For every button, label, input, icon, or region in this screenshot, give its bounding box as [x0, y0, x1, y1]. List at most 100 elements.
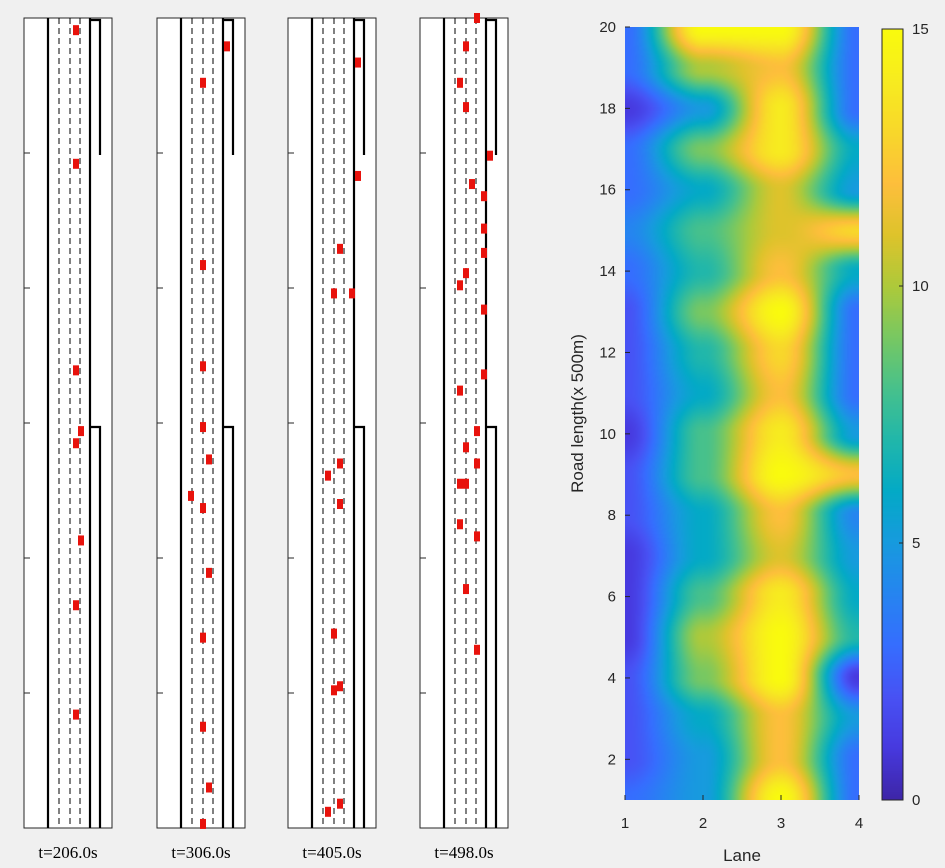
heatmap-x-axis-label: Lane	[723, 846, 761, 865]
vehicle-marker	[78, 426, 84, 437]
vehicle-marker	[463, 41, 469, 52]
vehicle-marker	[463, 442, 469, 453]
panel-time-label: t=498.0s	[434, 843, 493, 862]
vehicle-marker	[331, 685, 337, 696]
vehicle-marker	[481, 223, 487, 234]
vehicle-marker	[481, 304, 487, 315]
lane-panel: t=206.0s	[23, 17, 113, 862]
vehicle-marker	[355, 170, 361, 181]
vehicle-marker	[469, 179, 475, 190]
vehicle-marker	[337, 681, 343, 692]
vehicle-marker	[73, 365, 79, 376]
colorbar-tick-label: 5	[912, 535, 920, 552]
vehicle-marker	[206, 782, 212, 793]
vehicle-marker	[474, 531, 480, 542]
vehicle-marker	[331, 628, 337, 639]
vehicle-marker	[325, 806, 331, 817]
y-tick-label: 6	[608, 589, 616, 606]
colorbar-tick-label: 0	[912, 792, 920, 809]
vehicle-marker	[73, 709, 79, 720]
vehicle-marker	[474, 426, 480, 437]
colorbar-image	[882, 29, 903, 800]
vehicle-marker	[325, 470, 331, 481]
vehicle-marker	[474, 644, 480, 655]
vehicle-marker	[206, 567, 212, 578]
vehicle-marker	[487, 150, 493, 161]
vehicle-marker	[337, 499, 343, 509]
heatmap-image	[625, 27, 859, 800]
vehicle-marker	[457, 385, 463, 396]
vehicle-marker	[78, 535, 84, 546]
vehicle-marker	[481, 369, 487, 380]
panel-time-label: t=306.0s	[171, 843, 230, 862]
vehicle-marker	[481, 247, 487, 258]
colorbar: 0 5 10 15	[881, 21, 929, 809]
y-tick-label: 10	[599, 426, 616, 443]
colorbar-frame	[881, 28, 904, 801]
vehicle-marker	[457, 519, 463, 530]
vehicle-marker	[200, 503, 206, 514]
vehicle-marker	[200, 260, 206, 271]
x-tick-label: 1	[621, 815, 629, 832]
lane-panels: t=206.0s t=306.0s t=405.0s t=498.0s	[23, 13, 509, 862]
vehicle-marker	[200, 632, 206, 643]
colorbar-tick-label: 15	[912, 21, 929, 38]
vehicle-marker	[457, 77, 463, 88]
vehicle-marker	[73, 158, 79, 169]
vehicle-marker	[463, 102, 469, 113]
ramp-upper	[354, 18, 366, 155]
panel-time-label: t=405.0s	[302, 843, 361, 862]
y-tick-label: 2	[608, 751, 616, 768]
x-tick-label: 3	[777, 815, 785, 832]
heatmap	[625, 27, 859, 800]
vehicle-marker	[200, 422, 206, 433]
vehicle-marker	[331, 288, 337, 299]
panel-time-label: t=206.0s	[38, 843, 97, 862]
y-tick-label: 16	[599, 182, 616, 199]
vehicle-marker	[224, 41, 230, 52]
vehicle-marker	[337, 243, 343, 254]
y-tick-label: 4	[608, 670, 616, 687]
vehicle-marker	[481, 191, 487, 202]
x-tick-label: 4	[855, 815, 863, 832]
vehicle-marker	[337, 458, 343, 469]
vehicle-marker	[200, 721, 206, 732]
vehicle-marker	[337, 798, 343, 809]
colorbar-tick-label: 10	[912, 278, 929, 295]
lane-panel: t=306.0s	[156, 17, 246, 862]
vehicle-marker	[200, 361, 206, 372]
y-tick-label: 20	[599, 19, 616, 36]
lane-panel: t=498.0s	[419, 13, 509, 862]
y-tick-label: 8	[608, 507, 616, 524]
vehicle-marker	[73, 25, 79, 36]
x-tick-label: 2	[699, 815, 707, 832]
vehicle-marker	[463, 478, 469, 489]
lane-panel: t=405.0s	[287, 17, 377, 862]
vehicle-marker	[457, 478, 463, 489]
ramp-upper	[90, 18, 102, 155]
heatmap-y-axis-label: Road length(x 500m)	[568, 334, 587, 493]
panel-frame	[419, 17, 509, 829]
ramp-lower	[486, 425, 498, 828]
ramp-lower	[223, 425, 235, 828]
vehicle-marker	[200, 818, 206, 829]
vehicle-marker	[188, 490, 194, 501]
vehicle-marker	[73, 600, 79, 611]
ramp-lower	[354, 425, 366, 828]
y-tick-label: 14	[599, 263, 616, 280]
ramp-upper	[486, 18, 498, 155]
vehicle-marker	[206, 454, 212, 465]
vehicle-marker	[463, 584, 469, 595]
vehicle-marker	[355, 57, 361, 68]
vehicle-marker	[463, 268, 469, 279]
ramp-lower	[90, 425, 102, 828]
vehicle-marker	[474, 458, 480, 469]
y-tick-label: 18	[599, 100, 616, 117]
vehicle-marker	[200, 77, 206, 88]
vehicle-marker	[73, 438, 79, 449]
ramp-upper	[223, 18, 235, 155]
vehicle-marker	[349, 288, 355, 299]
vehicle-marker	[457, 280, 463, 291]
